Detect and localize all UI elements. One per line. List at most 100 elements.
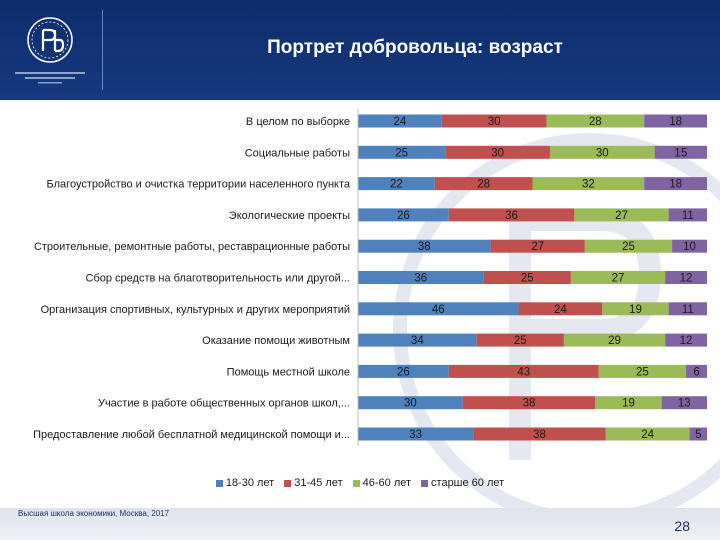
data-label: 18 (669, 116, 682, 128)
hse-logo (0, 0, 102, 100)
data-label: 19 (629, 304, 642, 316)
category-label: Благоустройство и очистка территории нас… (47, 179, 351, 191)
header-divider (102, 10, 103, 90)
legend-swatch (421, 479, 429, 487)
data-label: 13 (678, 398, 691, 410)
legend-entry-series-2: 31-45 лет (284, 477, 343, 489)
bar-segment-series-3 (532, 177, 645, 191)
data-label: 27 (612, 273, 625, 285)
category-label: Оказание помощи животным (202, 335, 350, 347)
bar-segment-series-2 (473, 427, 606, 441)
bar-segment-series-3 (584, 239, 673, 253)
bar-segment-series-4 (644, 114, 707, 128)
bar-segment-series-3 (602, 302, 669, 316)
data-label: 27 (531, 241, 544, 253)
bar-segment-series-3 (570, 271, 666, 284)
legend-entry-series-4: старше 60 лет (421, 477, 504, 489)
data-label: 27 (615, 210, 628, 222)
data-label: 32 (582, 179, 595, 191)
category-label: В целом по выборке (246, 116, 350, 128)
category-label: Строительные, ремонтные работы, реставра… (34, 241, 350, 253)
bar-segment-series-3 (563, 333, 666, 347)
bar-segment-series-4 (672, 239, 707, 253)
legend-entry-series-3: 46-60 лет (352, 477, 412, 489)
bar-segment-series-1 (358, 145, 446, 159)
legend-swatch (215, 479, 223, 487)
bar-segment-series-1 (358, 333, 477, 347)
data-label: 24 (393, 116, 406, 128)
data-label: 30 (491, 147, 504, 159)
data-label: 30 (596, 147, 609, 159)
data-label: 18 (669, 179, 682, 191)
data-label: 11 (682, 304, 694, 316)
bar-segment-series-1 (358, 239, 491, 253)
bar-segment-series-4 (654, 145, 707, 159)
footer-text: Высшая школа экономики, Москва, 2017 (18, 509, 170, 518)
category-label: Экологические проекты (229, 210, 350, 222)
data-label: 46 (432, 304, 445, 316)
bar-segment-series-3 (605, 427, 690, 441)
bar-segment-series-4 (665, 333, 707, 347)
data-label: 5 (695, 429, 701, 441)
category-label: Социальные работы (245, 147, 350, 159)
data-label: 24 (641, 429, 654, 441)
bar-segment-series-3 (549, 145, 655, 159)
bar-segment-series-1 (358, 427, 474, 441)
data-label: 25 (622, 241, 635, 253)
page-number: 28 (674, 518, 690, 534)
bar-segment-series-4 (686, 364, 707, 378)
data-label: 6 (693, 366, 699, 378)
bar-segment-series-4 (665, 271, 707, 284)
bar-segment-series-3 (595, 396, 662, 410)
bar-segment-series-2 (448, 208, 575, 222)
data-label: 26 (397, 366, 410, 378)
data-label: 38 (533, 429, 546, 441)
data-label: 25 (395, 147, 408, 159)
legend-entry-series-1: 18-30 лет (215, 477, 275, 489)
bar-segment-series-4 (644, 177, 707, 191)
data-label: 28 (589, 116, 602, 128)
bar-segment-series-1 (358, 177, 435, 191)
data-label: 15 (674, 147, 687, 159)
bar-segment-series-2 (490, 239, 585, 253)
bar-segment-series-2 (448, 364, 599, 378)
bar-segment-series-4 (661, 396, 707, 410)
data-label: 38 (418, 241, 431, 253)
bar-segment-series-4 (668, 208, 707, 222)
data-label: 30 (488, 116, 501, 128)
data-label: 36 (505, 210, 518, 222)
data-label: 29 (608, 335, 621, 347)
category-label: Предоставление любой бесплатной медицинс… (33, 429, 350, 441)
bar-segment-series-1 (358, 396, 463, 410)
bar-segment-series-3 (546, 114, 645, 128)
data-label: 26 (397, 210, 410, 222)
bar-segment-series-2 (462, 396, 596, 410)
chart-legend: 18-30 лет 31-45 лет 46-60 лет старше 60 лет (0, 477, 720, 489)
data-label: 38 (523, 398, 536, 410)
bar-segment-series-1 (358, 208, 449, 222)
footer-band (0, 508, 720, 540)
category-label: Участие в работе общественных органов шк… (98, 398, 350, 410)
data-label: 22 (390, 179, 403, 191)
legend-label: 18-30 лет (225, 477, 275, 489)
category-label: Помощь местной школе (227, 366, 350, 378)
data-label: 11 (682, 210, 694, 222)
legend-label: 31-45 лет (294, 477, 343, 489)
data-label: 12 (680, 335, 693, 347)
data-label: 30 (404, 398, 417, 410)
bar-segment-series-1 (358, 364, 449, 378)
header-band: Портрет добровольца: возраст (0, 0, 720, 100)
data-label: 25 (521, 273, 534, 285)
bar-segment-series-4 (668, 302, 707, 316)
bar-segment-series-2 (483, 271, 571, 284)
bar-segment-series-2 (445, 145, 550, 159)
data-label: 25 (514, 335, 527, 347)
bar-segment-series-2 (441, 114, 547, 128)
bar-segment-series-3 (598, 364, 687, 378)
data-label: 24 (554, 304, 567, 316)
legend-label: 46-60 лет (362, 477, 412, 489)
bar-segment-series-1 (358, 271, 484, 284)
bar-segment-series-4 (689, 427, 707, 441)
data-label: 12 (680, 273, 693, 285)
data-label: 10 (683, 241, 696, 253)
